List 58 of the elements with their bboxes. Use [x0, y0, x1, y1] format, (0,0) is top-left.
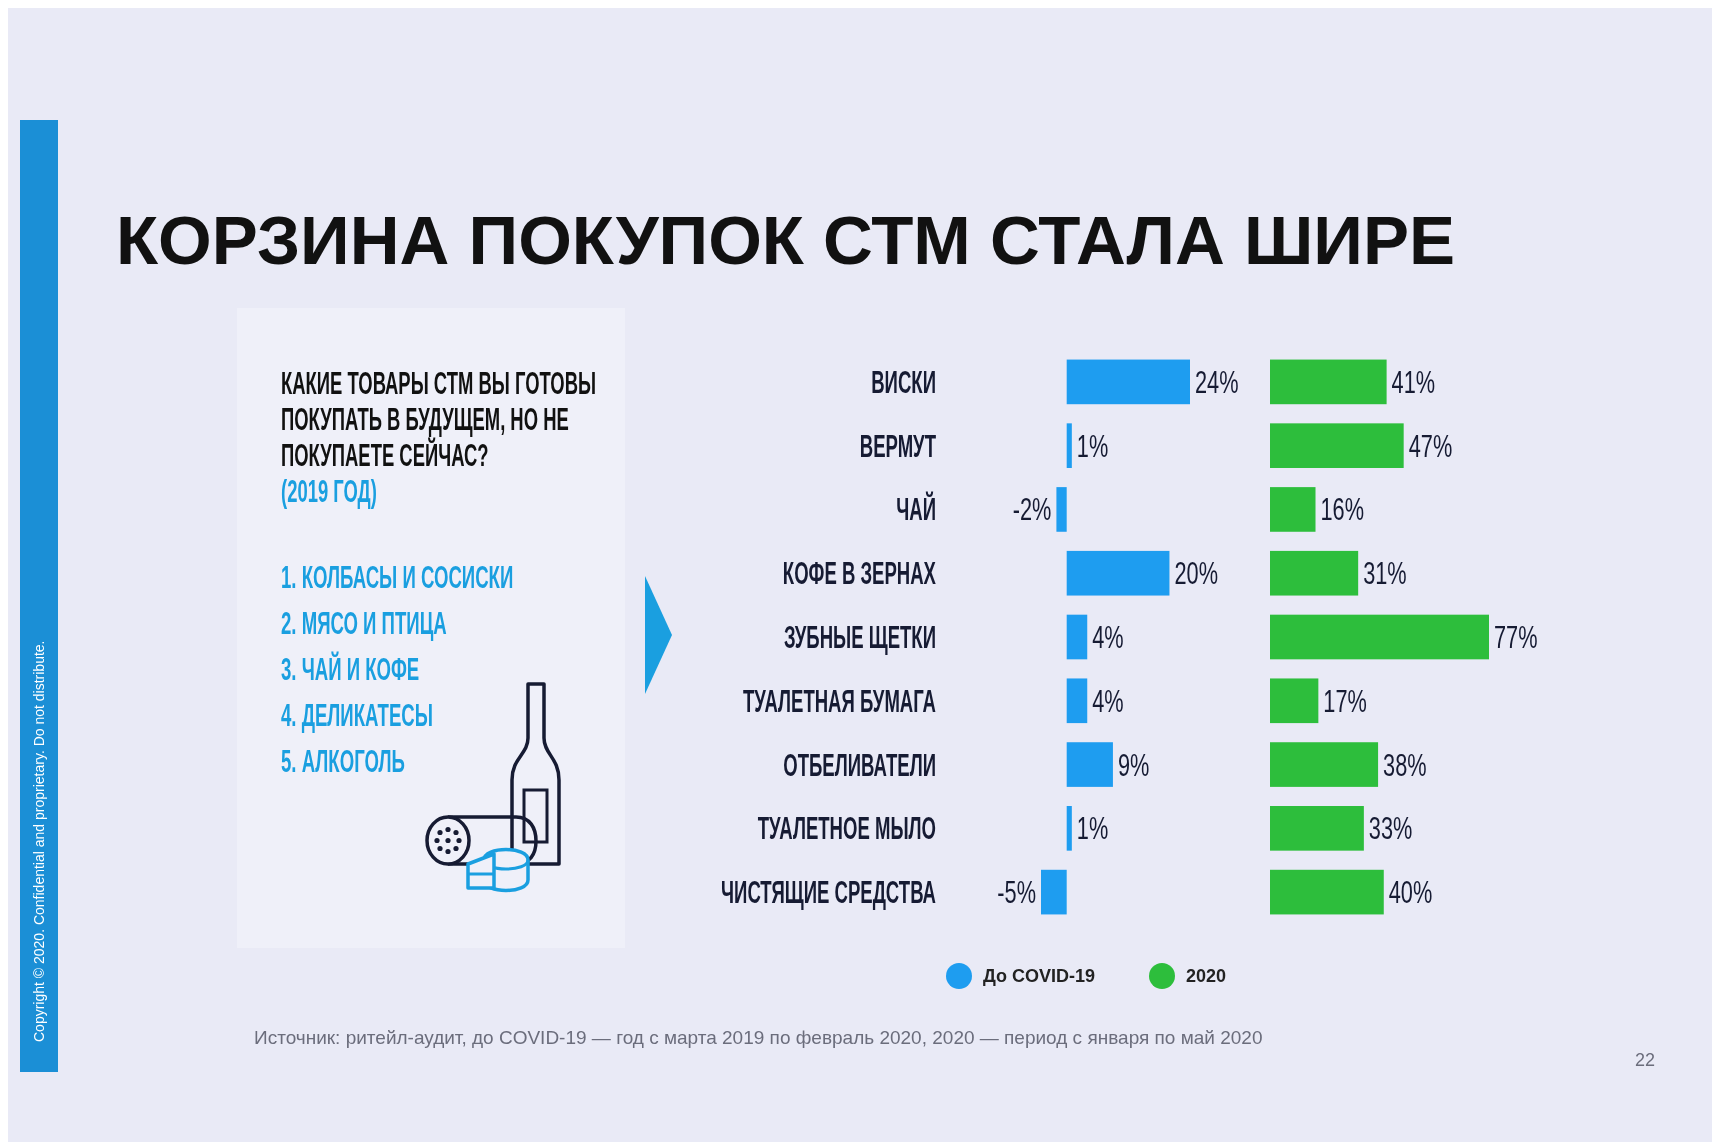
text: 2. МЯСО И ПТИЦА	[281, 606, 447, 641]
bar	[1066, 806, 1072, 851]
bar	[1270, 742, 1379, 787]
bar	[1270, 614, 1489, 660]
data-label: 41%	[1391, 363, 1436, 400]
bar	[1066, 550, 1170, 596]
data-label: -5%	[997, 873, 1036, 911]
bar	[1041, 869, 1067, 915]
data-label: 77%	[1494, 618, 1538, 656]
y-tick-label: ВЕРМУТ	[859, 427, 937, 465]
data-label: 16%	[1320, 491, 1365, 528]
y-tick-label: ВИСКИ	[871, 363, 936, 401]
bar	[1066, 678, 1088, 724]
data-label: -2%	[1012, 491, 1052, 528]
bar	[1270, 550, 1359, 596]
data-label: 1%	[1076, 810, 1109, 847]
text: Copyright © 2020. Confidential and proprietary. Do not distribute.	[31, 640, 47, 1042]
y-tick-label: ЗУБНЫЕ ЩЕТКИ	[783, 618, 936, 656]
data-label: 40%	[1388, 873, 1433, 911]
bar	[1066, 614, 1088, 660]
y-tick-label: ТУАЛЕТНОЕ МЫЛО	[757, 809, 936, 847]
text: 5. АЛКОГОЛЬ	[281, 744, 405, 779]
data-label: 24%	[1195, 363, 1239, 400]
y-tick-label: ТУАЛЕТНАЯ БУМАГА	[742, 682, 937, 720]
data-label: 38%	[1383, 746, 1427, 783]
bar	[1056, 487, 1067, 532]
text: 3. ЧАЙ И КОФЕ	[281, 650, 420, 687]
data-label: 1%	[1076, 427, 1109, 464]
text: Источник: ритейл-аудит, до COVID-19 — год с марта 2019 по февраль 2020, 2020 — период с января по май 2020	[254, 1027, 1263, 1048]
text: 4. ДЕЛИКАТЕСЫ	[281, 698, 433, 733]
bar	[1270, 678, 1319, 724]
data-label: 33%	[1368, 810, 1413, 847]
data-label: 4%	[1092, 618, 1124, 656]
y-tick-label: ЧАЙ	[896, 491, 936, 528]
text: (2019 ГОД)	[281, 474, 377, 509]
data-label: 4%	[1092, 682, 1124, 719]
y-tick-label: ЧИСТЯЩИЕ СРЕДСТВА	[721, 873, 937, 911]
data-label: 20%	[1174, 554, 1218, 592]
y-tick-label: ОТБЕЛИВАТЕЛИ	[783, 746, 936, 783]
bar	[1066, 742, 1113, 787]
chart-title: КОРЗИНА ПОКУПОК СТМ СТАЛА ШИРЕ	[116, 202, 1455, 279]
bar	[1270, 487, 1316, 532]
data-label: 31%	[1363, 554, 1407, 592]
text: 22	[1635, 1050, 1656, 1070]
bar	[1270, 359, 1387, 405]
data-label: 17%	[1323, 682, 1367, 719]
bar	[1270, 869, 1384, 915]
data-label: 9%	[1117, 746, 1150, 783]
text: 1. КОЛБАСЫ И СОСИСКИ	[281, 560, 514, 595]
data-label: 47%	[1408, 427, 1453, 464]
bar	[1270, 423, 1404, 468]
legend-label: 2020	[1186, 966, 1227, 986]
legend-label: До COVID-19	[983, 966, 1096, 986]
y-tick-label: КОФЕ В ЗЕРНАХ	[782, 554, 937, 592]
bar	[1066, 423, 1072, 468]
bar	[1270, 806, 1364, 851]
bar	[1066, 359, 1190, 405]
text: КАКИЕ ТОВАРЫ СТМ ВЫ ГОТОВЫ ПОКУПАТЬ В БУДУЩЕМ, НО НЕ ПОКУПАЕТЕ СЕЙЧАС?	[281, 366, 597, 473]
